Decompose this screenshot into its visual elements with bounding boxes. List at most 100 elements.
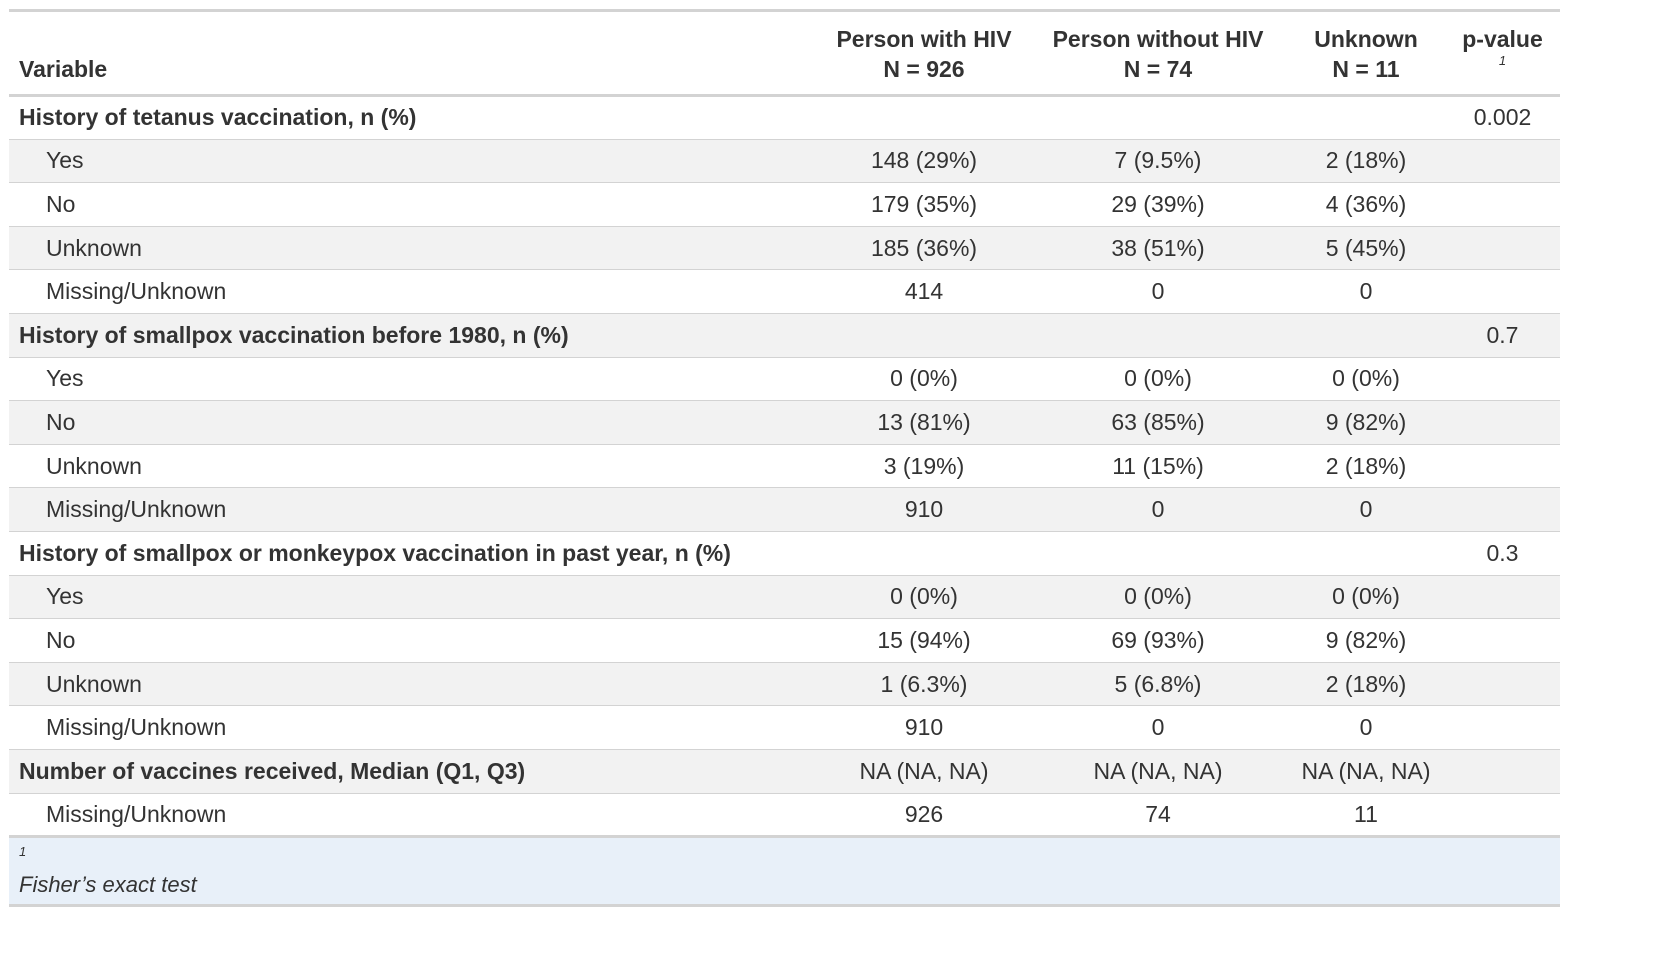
cell-person-without-hiv: 0 (0%): [1124, 583, 1192, 610]
cell-person-with-hiv: [819, 531, 1029, 575]
row-label: History of smallpox vaccination before 1…: [19, 321, 569, 348]
table-footnote: 1 Fisher’s exact test: [9, 838, 1560, 908]
cell-person-with-hiv: 910: [904, 496, 944, 523]
row-label: History of tetanus vaccination, n (%): [19, 104, 417, 131]
table-row: Unknown 185 (36%) 38 (51%) 5 (45%): [9, 226, 1560, 270]
row-label: Yes: [46, 365, 84, 392]
row-label: Yes: [46, 583, 84, 610]
header-col3-n: N = 11: [1332, 56, 1400, 82]
cell-person-without-hiv: 11 (15%): [1112, 452, 1204, 479]
cell-person-without-hiv: 63 (85%): [1111, 408, 1205, 435]
cell-p-value: [1445, 139, 1560, 183]
cell-person-with-hiv: 13 (81%): [877, 408, 971, 435]
cell-person-with-hiv: 0 (0%): [890, 583, 958, 610]
table-row: Yes 0 (0%) 0 (0%) 0 (0%): [9, 575, 1560, 619]
cell-unknown: 0: [1359, 496, 1373, 523]
cell-p-value: [1445, 401, 1560, 445]
cell-person-with-hiv: NA (NA, NA): [859, 757, 989, 784]
header-variable: Variable: [19, 56, 108, 82]
row-label: Unknown: [46, 452, 142, 479]
cell-person-without-hiv: 0 (0%): [1124, 365, 1192, 392]
header-col2-title: Person without HIV: [1052, 26, 1264, 52]
cell-person-without-hiv: 69 (93%): [1111, 626, 1205, 653]
cell-p-value: 0.002: [1473, 104, 1532, 131]
header-col3-title: Unknown: [1314, 26, 1418, 52]
cell-unknown: 0 (0%): [1332, 365, 1400, 392]
header-pvalue-title: p-value: [1462, 26, 1543, 52]
cell-person-with-hiv: 926: [904, 800, 944, 827]
row-label: Missing/Unknown: [46, 714, 227, 741]
cell-unknown: [1287, 96, 1445, 140]
header-col2-n: N = 74: [1123, 56, 1193, 82]
cell-person-without-hiv: 38 (51%): [1111, 234, 1205, 261]
cell-person-without-hiv: 7 (9.5%): [1114, 147, 1202, 174]
cell-person-without-hiv: 0: [1151, 496, 1165, 523]
row-label: No: [46, 626, 76, 653]
header-pvalue-footnote-mark: 1: [1498, 53, 1507, 68]
header-col1-n: N = 926: [883, 56, 965, 82]
table-row: No 179 (35%) 29 (39%) 4 (36%): [9, 183, 1560, 227]
row-label: Yes: [46, 147, 84, 174]
cell-unknown: 4 (36%): [1325, 190, 1407, 217]
cell-unknown: 0: [1359, 278, 1373, 305]
row-label: No: [46, 190, 76, 217]
table-row: Unknown 1 (6.3%) 5 (6.8%) 2 (18%): [9, 662, 1560, 706]
summary-table-container: Variable Person with HIV N = 926 Person …: [9, 9, 1560, 908]
cell-unknown: 2 (18%): [1325, 452, 1407, 479]
cell-unknown: 2 (18%): [1325, 670, 1407, 697]
cell-p-value: [1445, 444, 1560, 488]
cell-p-value: [1445, 488, 1560, 532]
cell-unknown: 9 (82%): [1325, 408, 1407, 435]
cell-unknown: [1287, 313, 1445, 357]
row-label: Missing/Unknown: [46, 278, 227, 305]
row-label: Number of vaccines received, Median (Q1,…: [19, 757, 526, 784]
cell-p-value: [1445, 749, 1560, 793]
cell-p-value: [1445, 270, 1560, 314]
table-row: Missing/Unknown 926 74 11: [9, 793, 1560, 837]
table-header: Variable Person with HIV N = 926 Person …: [9, 10, 1560, 96]
cell-person-with-hiv: 15 (94%): [877, 626, 971, 653]
footnote-text: Fisher’s exact test: [19, 872, 197, 898]
cell-person-with-hiv: 414: [904, 278, 944, 305]
cell-person-with-hiv: 185 (36%): [870, 234, 978, 261]
cell-unknown: 11: [1354, 800, 1378, 827]
table-row: Yes 0 (0%) 0 (0%) 0 (0%): [9, 357, 1560, 401]
cell-p-value: [1445, 706, 1560, 750]
cell-unknown: 9 (82%): [1325, 626, 1407, 653]
cell-person-with-hiv: 3 (19%): [883, 452, 965, 479]
cell-person-without-hiv: NA (NA, NA): [1093, 757, 1223, 784]
header-person-without-hiv: Person without HIV N = 74: [1029, 11, 1287, 96]
cell-p-value: [1445, 357, 1560, 401]
cell-person-without-hiv: [1029, 531, 1287, 575]
cell-person-with-hiv: 148 (29%): [870, 147, 978, 174]
cell-person-without-hiv: 0: [1151, 278, 1165, 305]
table-row: Missing/Unknown 910 0 0: [9, 706, 1560, 750]
table-row: History of tetanus vaccination, n (%) 0.0…: [9, 96, 1560, 140]
table-row: Unknown 3 (19%) 11 (15%) 2 (18%): [9, 444, 1560, 488]
cell-unknown: 0 (0%): [1332, 583, 1400, 610]
row-label: Missing/Unknown: [46, 496, 227, 523]
row-label: Unknown: [46, 670, 142, 697]
row-label: History of smallpox or monkeypox vaccina…: [19, 539, 731, 566]
row-label: Unknown: [46, 234, 142, 261]
row-label: No: [46, 408, 76, 435]
table-row: No 13 (81%) 63 (85%) 9 (82%): [9, 400, 1560, 445]
header-p-value: p-value 1: [1445, 11, 1560, 96]
cell-person-with-hiv: 910: [904, 714, 944, 741]
table-row: History of smallpox vaccination before 1…: [9, 313, 1560, 358]
cell-person-with-hiv: 179 (35%): [870, 190, 978, 217]
cell-person-with-hiv: [819, 313, 1029, 357]
cell-p-value: [1445, 226, 1560, 270]
cell-person-without-hiv: 0: [1151, 714, 1165, 741]
table-body: History of tetanus vaccination, n (%) 0.0…: [9, 96, 1560, 837]
cell-person-without-hiv: [1029, 313, 1287, 357]
header-col1-title: Person with HIV: [836, 26, 1012, 52]
cell-p-value: [1445, 575, 1560, 619]
footnote-mark: 1: [19, 844, 27, 860]
cell-unknown: 5 (45%): [1325, 234, 1407, 261]
cell-p-value: [1445, 619, 1560, 663]
table-row: Number of vaccines received, Median (Q1,…: [9, 749, 1560, 793]
cell-person-with-hiv: [819, 96, 1029, 140]
cell-p-value: [1445, 662, 1560, 706]
cell-p-value: 0.7: [1486, 321, 1519, 348]
